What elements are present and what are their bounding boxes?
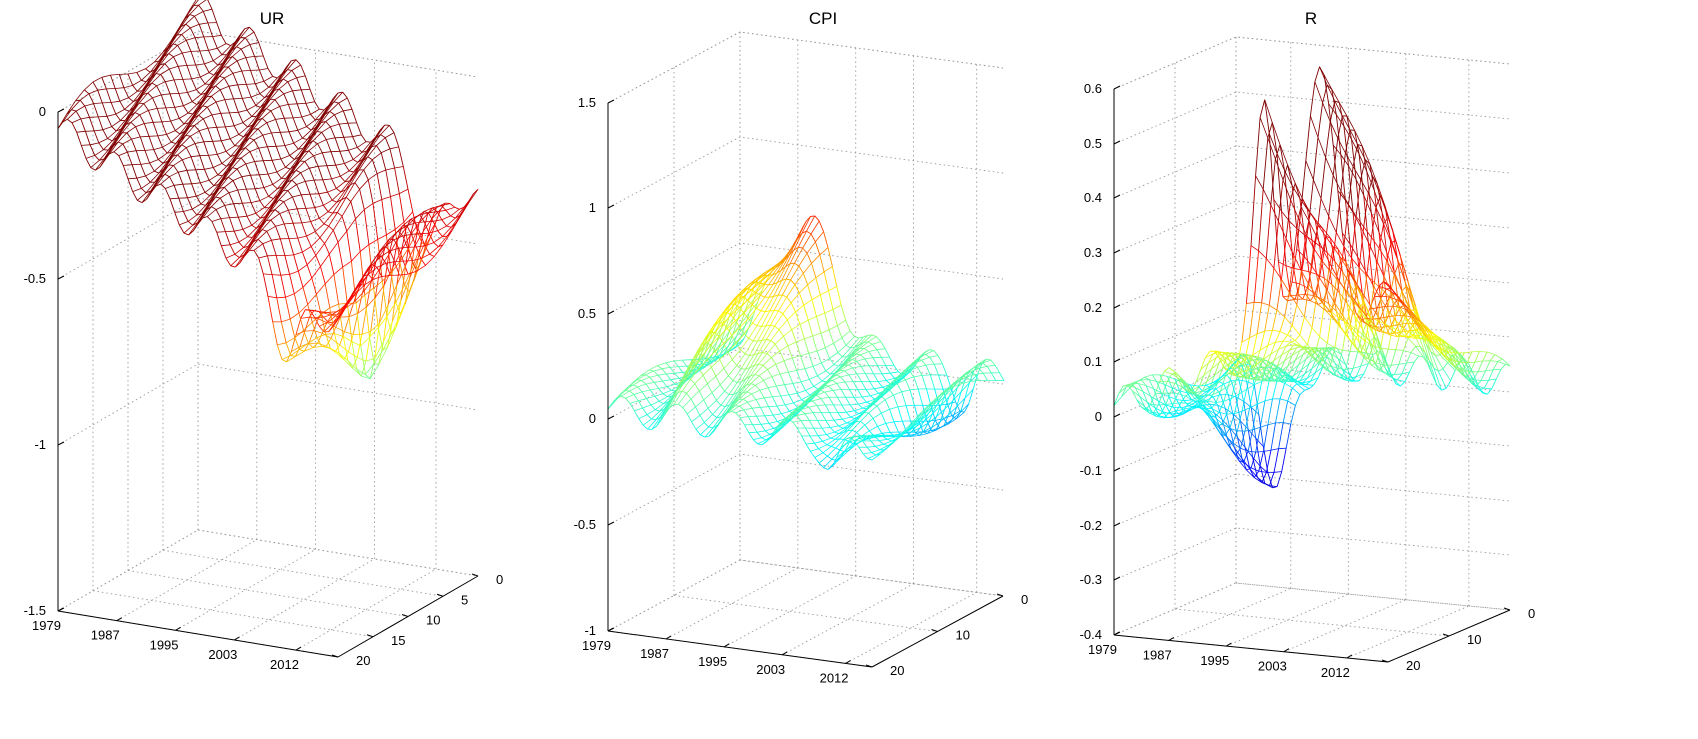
z-tick-label: -0.4: [1080, 627, 1102, 642]
z-tick-label: 0.4: [1084, 190, 1102, 205]
x-tick-label: 2003: [756, 662, 785, 677]
x-tick-label: 1987: [91, 628, 120, 643]
chart-title: R: [1305, 9, 1317, 28]
grid-lines: [607, 31, 1004, 668]
y-tick-label: 5: [461, 592, 468, 607]
x-tick-label: 1995: [150, 637, 179, 652]
z-tick-label: 1.5: [578, 95, 596, 110]
x-tick-label: 1995: [698, 654, 727, 669]
z-tick-label: -0.1: [1080, 463, 1102, 478]
z-tick-label: 0: [39, 104, 46, 119]
y-tick-label: 10: [956, 628, 970, 643]
y-tick-label: 10: [426, 613, 440, 628]
axes: [57, 112, 479, 658]
y-tick-label: 20: [356, 653, 370, 668]
z-tick-label: -1: [584, 623, 596, 638]
y-tick-label: 0: [1528, 606, 1535, 621]
x-axis-ticks: 1979 1987 1995 2003 2012: [32, 607, 302, 672]
x-tick-label: 2003: [1258, 659, 1287, 674]
z-tick-label: 0: [589, 411, 596, 426]
z-tick-label: 0.5: [1084, 136, 1102, 151]
z-tick-label: -0.5: [574, 517, 596, 532]
z-tick-label: 0.5: [578, 306, 596, 321]
z-tick-label: -1.5: [24, 603, 46, 618]
x-axis-ticks: 1979 1987 1995 2003 2012: [1088, 631, 1353, 680]
surface-mesh: [607, 215, 1005, 470]
x-tick-label: 2012: [1321, 665, 1350, 680]
cpi-surface-plot: -1 -0.5 0 0.5 1 1.5 1979 1987 1995 2003 2012 0 10 20 C…: [574, 9, 1029, 685]
y-tick-label: 20: [890, 663, 904, 678]
z-tick-label: 0: [1095, 409, 1102, 424]
axes: [1113, 89, 1511, 663]
z-tick-label: 0.2: [1084, 300, 1102, 315]
y-tick-label: 15: [391, 633, 405, 648]
chart-title: UR: [260, 9, 285, 28]
y-tick-label: 0: [1021, 592, 1028, 607]
z-tick-label: -0.3: [1080, 572, 1102, 587]
surface-mesh: [1113, 66, 1511, 489]
surface-mesh: [57, 0, 479, 380]
x-tick-label: 1995: [1200, 653, 1229, 668]
x-tick-label: 1979: [1088, 642, 1117, 657]
z-tick-label: -1: [34, 437, 46, 452]
z-tick-label: 0.3: [1084, 245, 1102, 260]
z-tick-label: 0.1: [1084, 354, 1102, 369]
ur-surface-plot: -1.5 -1 -0.5 0 1979 1987 1995 2003 2012 0 5 10 15 20 U…: [24, 0, 503, 672]
x-tick-label: 1979: [32, 618, 61, 633]
chart-title: CPI: [809, 9, 837, 28]
x-tick-label: 2003: [208, 647, 237, 662]
z-axis-ticks: -0.4 -0.3 -0.2 -0.1 0 0.1 0.2 0.3 0.4 0.5 0.6: [1080, 81, 1121, 642]
y-tick-label: 0: [496, 572, 503, 587]
x-tick-label: 2012: [270, 657, 299, 672]
y-axis-ticks: 0 10 20: [865, 592, 1028, 678]
x-tick-label: 1979: [582, 638, 611, 653]
axes: [607, 103, 1004, 668]
y-axis-ticks: 0 10 20: [1381, 606, 1535, 673]
z-tick-label: 1: [589, 200, 596, 215]
y-tick-label: 20: [1406, 658, 1420, 673]
x-tick-label: 2012: [820, 670, 849, 685]
x-tick-label: 1987: [640, 646, 669, 661]
z-tick-label: -0.2: [1080, 518, 1102, 533]
z-tick-label: 0.6: [1084, 81, 1102, 96]
z-tick-label: -0.5: [24, 271, 46, 286]
z-axis-ticks: -1 -0.5 0 0.5 1 1.5: [574, 95, 615, 638]
x-axis-ticks: 1979 1987 1995 2003 2012: [582, 627, 851, 685]
x-tick-label: 1987: [1143, 647, 1172, 662]
y-axis-ticks: 0 5 10 15 20: [331, 572, 503, 668]
z-axis-ticks: -1.5 -1 -0.5 0: [24, 104, 65, 618]
y-tick-label: 10: [1467, 632, 1481, 647]
